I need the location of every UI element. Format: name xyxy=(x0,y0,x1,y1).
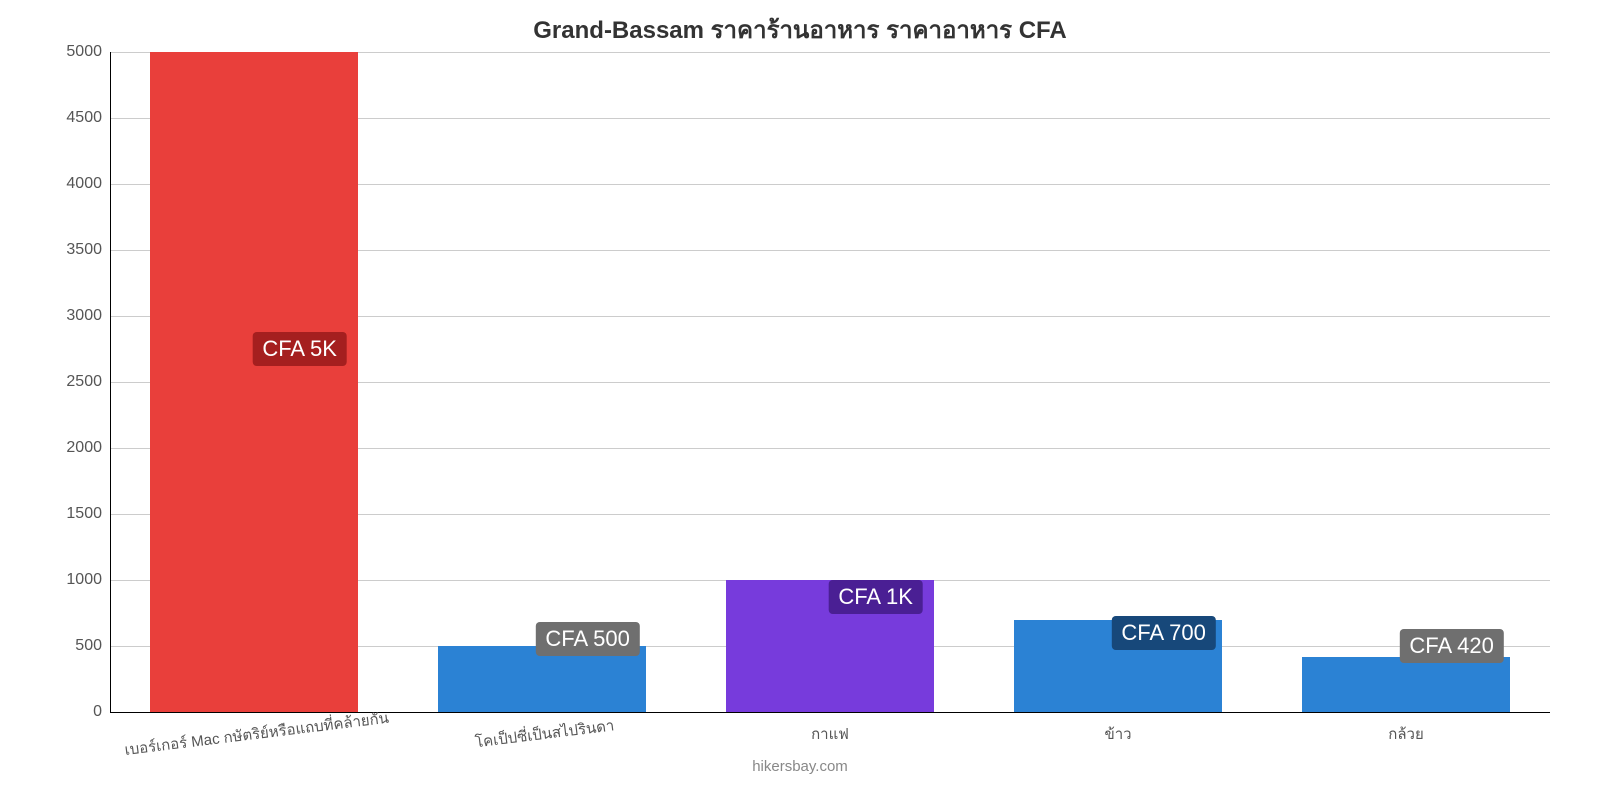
value-label: CFA 500 xyxy=(535,622,639,656)
bar xyxy=(150,52,357,712)
y-tick-label: 500 xyxy=(75,637,110,655)
y-tick-label: 5000 xyxy=(66,43,110,61)
y-tick-label: 3500 xyxy=(66,241,110,259)
y-tick-label: 4500 xyxy=(66,109,110,127)
y-axis-line xyxy=(110,52,111,712)
y-tick-label: 0 xyxy=(93,703,110,721)
y-tick-label: 2000 xyxy=(66,439,110,457)
plot-area: 0500100015002000250030003500400045005000… xyxy=(110,52,1550,712)
y-tick-label: 1500 xyxy=(66,505,110,523)
x-tick-label: ข้าว xyxy=(1104,712,1131,746)
value-label: CFA 1K xyxy=(828,580,923,614)
chart-title: Grand-Bassam ราคาร้านอาหาร ราคาอาหาร CFA xyxy=(0,10,1600,49)
x-tick-label: กล้วย xyxy=(1388,712,1424,746)
value-label: CFA 700 xyxy=(1111,616,1215,650)
y-tick-label: 1000 xyxy=(66,571,110,589)
price-bar-chart: Grand-Bassam ราคาร้านอาหาร ราคาอาหาร CFA… xyxy=(0,0,1600,800)
chart-footer: hikersbay.com xyxy=(0,758,1600,775)
value-label: CFA 420 xyxy=(1399,629,1503,663)
bar xyxy=(1302,657,1509,712)
y-tick-label: 4000 xyxy=(66,175,110,193)
x-tick-label: กาแฟ xyxy=(811,712,849,746)
value-label: CFA 5K xyxy=(252,332,347,366)
y-tick-label: 3000 xyxy=(66,307,110,325)
y-tick-label: 2500 xyxy=(66,373,110,391)
